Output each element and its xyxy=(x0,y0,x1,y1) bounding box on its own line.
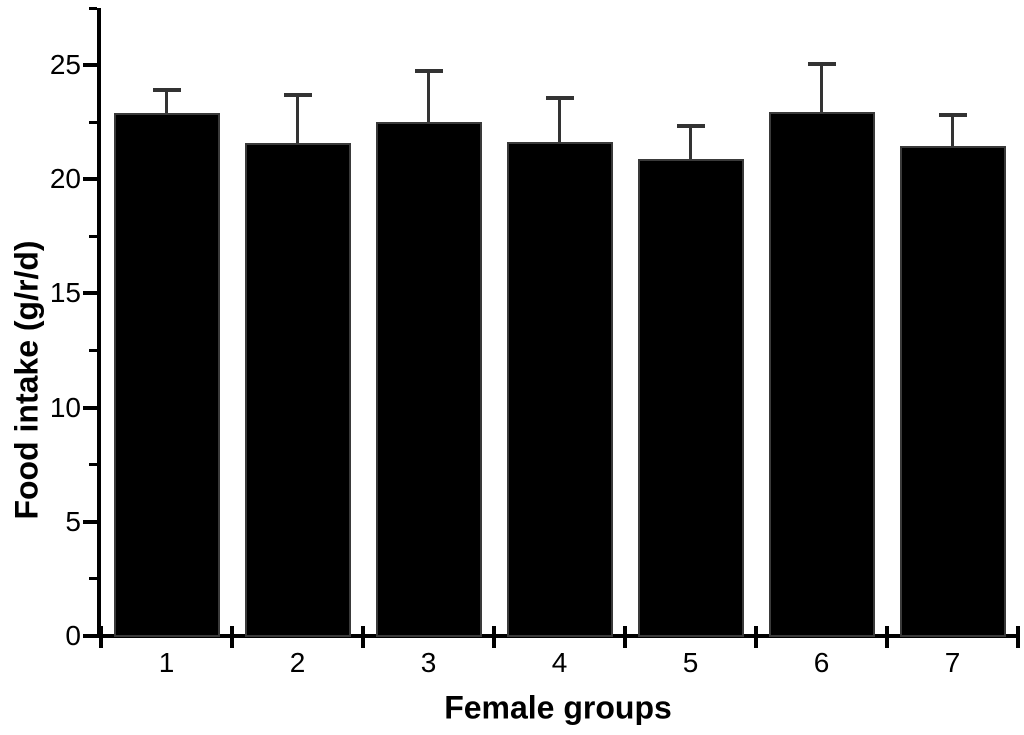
y-minor-tick xyxy=(89,577,97,581)
error-bar-cap xyxy=(938,113,967,118)
y-minor-tick xyxy=(89,234,97,238)
bar xyxy=(899,146,1006,637)
x-tick xyxy=(623,626,627,648)
error-bar-stem xyxy=(165,90,168,114)
error-bar-stem xyxy=(951,115,954,147)
x-tick xyxy=(99,626,103,648)
error-bar-cap xyxy=(676,123,705,128)
error-bar-stem xyxy=(558,98,561,142)
y-minor-tick xyxy=(89,349,97,353)
error-bar-cap xyxy=(807,61,836,66)
y-major-tick xyxy=(83,291,97,296)
bar xyxy=(244,142,351,637)
y-tick-label: 20 xyxy=(49,163,81,195)
x-tick xyxy=(230,626,234,648)
bar xyxy=(375,122,482,637)
y-tick-label: 15 xyxy=(49,277,81,309)
bar xyxy=(768,111,875,637)
x-tick xyxy=(754,626,758,648)
y-minor-tick xyxy=(89,6,97,10)
x-tick xyxy=(885,626,889,648)
y-tick-label: 25 xyxy=(49,49,81,81)
error-bar-cap xyxy=(283,92,312,97)
x-tick-label: 2 xyxy=(289,647,306,678)
bar xyxy=(113,113,220,637)
bar xyxy=(637,158,744,637)
x-tick-label: 1 xyxy=(158,647,175,678)
y-major-tick xyxy=(83,519,97,524)
y-tick-label: 5 xyxy=(65,505,81,537)
y-major-tick xyxy=(83,63,97,68)
bar xyxy=(506,141,613,637)
x-axis-title: Female groups xyxy=(444,689,672,726)
error-bar-stem xyxy=(820,63,823,112)
y-axis-line xyxy=(97,8,101,638)
x-tick xyxy=(361,626,365,648)
x-tick-label: 5 xyxy=(682,647,699,678)
x-tick-label: 7 xyxy=(944,647,961,678)
y-major-tick xyxy=(83,405,97,410)
x-tick xyxy=(492,626,496,648)
error-bar-stem xyxy=(689,125,692,159)
x-tick xyxy=(1016,626,1020,648)
error-bar-stem xyxy=(296,94,299,143)
y-major-tick xyxy=(83,177,97,182)
y-tick-label: 10 xyxy=(49,391,81,423)
error-bar-cap xyxy=(545,96,574,101)
error-bar-stem xyxy=(427,70,430,123)
y-minor-tick xyxy=(89,463,97,467)
y-minor-tick xyxy=(89,120,97,124)
error-bar-cap xyxy=(152,88,181,93)
x-tick-label: 4 xyxy=(551,647,568,678)
x-tick-label: 6 xyxy=(813,647,830,678)
y-major-tick xyxy=(83,634,97,638)
x-tick-label: 3 xyxy=(420,647,437,678)
error-bar-cap xyxy=(414,68,443,73)
y-tick-label: 0 xyxy=(65,620,81,651)
